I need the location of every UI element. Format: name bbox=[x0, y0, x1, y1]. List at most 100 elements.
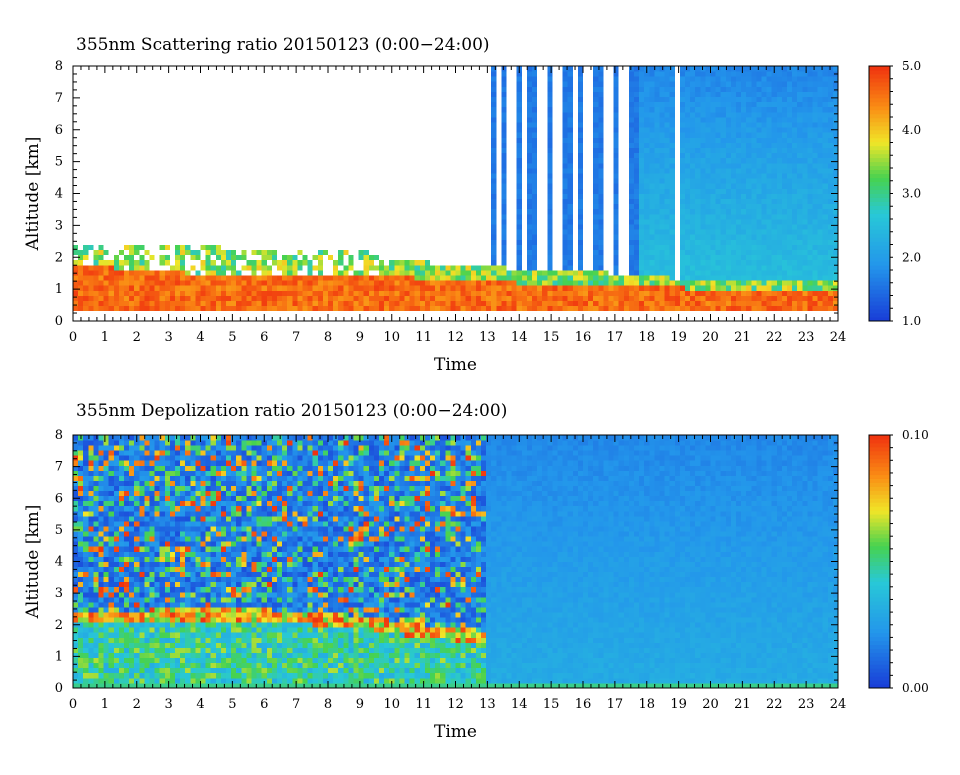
heatmap-cell bbox=[567, 290, 574, 296]
heatmap-cell bbox=[384, 132, 390, 138]
heatmap-cell bbox=[139, 122, 145, 128]
heatmap-cell bbox=[368, 249, 375, 256]
heatmap-cell bbox=[98, 264, 104, 271]
heatmap-cell bbox=[241, 157, 247, 164]
heatmap-cell bbox=[307, 224, 314, 230]
heatmap-cell bbox=[159, 162, 166, 169]
heatmap-cell bbox=[368, 234, 375, 240]
heatmap-cell bbox=[404, 81, 410, 87]
heatmap-cell bbox=[491, 127, 497, 133]
heatmap-cell bbox=[261, 101, 268, 108]
heatmap-cell bbox=[470, 173, 477, 179]
heatmap-cell bbox=[169, 285, 176, 291]
heatmap-cell bbox=[169, 290, 176, 296]
heatmap-cell bbox=[287, 137, 293, 143]
heatmap-cell bbox=[547, 147, 553, 154]
heatmap-cell bbox=[200, 198, 206, 205]
heatmap-cell bbox=[113, 117, 120, 123]
heatmap-cell bbox=[542, 213, 548, 220]
heatmap-cell bbox=[164, 310, 171, 317]
heatmap-cell bbox=[572, 147, 579, 154]
heatmap-cell bbox=[526, 173, 533, 179]
heatmap-cell bbox=[552, 183, 558, 189]
heatmap-cell bbox=[394, 264, 400, 271]
heatmap-cell bbox=[409, 111, 416, 118]
heatmap-cell bbox=[577, 310, 584, 317]
heatmap-cell bbox=[322, 147, 329, 154]
heatmap-cell bbox=[277, 86, 283, 92]
heatmap-cell bbox=[486, 127, 492, 133]
heatmap-cell bbox=[129, 117, 135, 123]
heatmap-cell bbox=[302, 193, 308, 199]
heatmap-cell bbox=[338, 259, 344, 266]
heatmap-cell bbox=[516, 193, 523, 199]
heatmap-cell bbox=[226, 254, 232, 261]
heatmap-cell bbox=[481, 259, 487, 266]
heatmap-cell bbox=[338, 86, 344, 92]
heatmap-cell bbox=[83, 101, 89, 108]
heatmap-cell bbox=[521, 310, 528, 317]
heatmap-cell bbox=[287, 305, 293, 312]
heatmap-cell bbox=[577, 224, 584, 230]
heatmap-cell bbox=[501, 178, 507, 184]
heatmap-cell bbox=[414, 86, 421, 92]
heatmap-cell bbox=[231, 101, 237, 108]
heatmap-cell bbox=[399, 315, 405, 322]
heatmap-cell bbox=[532, 122, 538, 128]
heatmap-cell bbox=[501, 295, 507, 301]
heatmap-cell bbox=[185, 295, 191, 301]
heatmap-cell bbox=[226, 249, 232, 256]
heatmap-cell bbox=[149, 71, 155, 77]
heatmap-cell bbox=[312, 310, 319, 317]
heatmap-cell bbox=[338, 213, 344, 220]
heatmap-cell bbox=[562, 152, 569, 159]
heatmap-cell bbox=[440, 219, 446, 225]
heatmap-cell bbox=[195, 259, 201, 266]
heatmap-cell bbox=[542, 147, 548, 154]
heatmap-cell bbox=[266, 127, 273, 133]
heatmap-cell bbox=[496, 259, 502, 266]
heatmap-cell bbox=[368, 122, 375, 128]
heatmap-cell bbox=[445, 295, 451, 301]
heatmap-cell bbox=[103, 193, 110, 199]
heatmap-cell bbox=[200, 270, 206, 276]
heatmap-cell bbox=[419, 71, 426, 77]
heatmap-cell bbox=[333, 137, 339, 143]
heatmap-cell bbox=[200, 300, 206, 307]
heatmap-cell bbox=[532, 208, 538, 215]
heatmap-cell bbox=[414, 198, 421, 205]
heatmap-cell bbox=[435, 285, 441, 291]
heatmap-cell bbox=[521, 305, 528, 312]
heatmap-cell bbox=[180, 142, 186, 148]
heatmap-cell bbox=[103, 157, 110, 164]
heatmap-cell bbox=[496, 305, 502, 312]
heatmap-cell bbox=[358, 193, 365, 199]
heatmap-cell bbox=[266, 183, 273, 189]
heatmap-cell bbox=[246, 188, 252, 194]
heatmap-cell bbox=[98, 249, 104, 256]
heatmap-cell bbox=[98, 147, 104, 154]
heatmap-cell bbox=[195, 178, 201, 184]
heatmap-cell bbox=[562, 66, 569, 72]
heatmap-cell bbox=[399, 208, 405, 215]
heatmap-cell bbox=[572, 203, 579, 210]
heatmap-cell bbox=[511, 244, 518, 250]
heatmap-cell bbox=[542, 86, 548, 92]
heatmap-cell bbox=[302, 203, 308, 210]
heatmap-cell bbox=[394, 122, 400, 128]
heatmap-cell bbox=[215, 101, 222, 108]
heatmap-cell bbox=[567, 152, 574, 159]
heatmap-cell bbox=[379, 188, 385, 194]
heatmap-cell bbox=[200, 208, 206, 215]
heatmap-cell bbox=[542, 96, 548, 103]
heatmap-cell bbox=[118, 101, 125, 108]
heatmap-cell bbox=[302, 305, 308, 312]
heatmap-cell bbox=[251, 132, 257, 138]
heatmap-cell bbox=[358, 152, 365, 159]
heatmap-cell bbox=[271, 244, 278, 250]
heatmap-cell bbox=[450, 275, 456, 281]
heatmap-cell bbox=[384, 142, 390, 148]
heatmap-cell bbox=[333, 152, 339, 159]
heatmap-cell bbox=[241, 71, 247, 77]
heatmap-cell bbox=[481, 264, 487, 271]
